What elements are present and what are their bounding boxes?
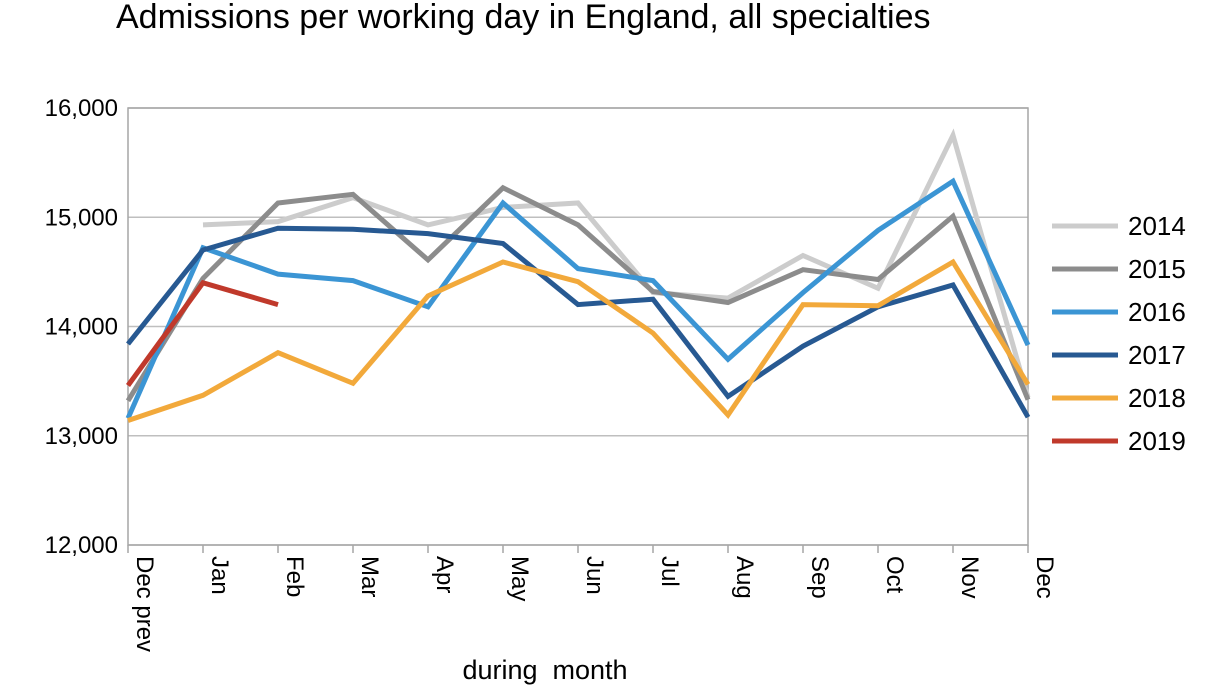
x-tick-label: Nov [956,556,983,599]
series-lines [125,128,1031,423]
series-line-2019 [125,279,279,387]
x-tick-label: May [506,556,533,601]
x-tick-label: Jul [656,556,683,587]
x-tick-label: Aug [731,556,758,599]
legend-label-2014: 2014 [1128,211,1186,241]
y-axis-tick-labels: 12,000 13,000 14,000 15,000 16,000 [45,95,118,559]
series-line-2014 [202,128,1031,399]
x-tick-label: Dec prev [131,556,158,652]
series-line-2016 [125,177,1031,420]
x-axis-tick-labels: Dec prev Jan Feb Mar Apr May Jun Jul Aug Sep Oct No… [127,545,1058,652]
chart-title: Admissions per working day in England, a… [116,0,931,36]
legend-label-2018: 2018 [1128,383,1186,413]
x-tick-label: Feb [281,556,308,597]
legend: 2014 2015 2016 2017 2018 2019 [1052,211,1186,456]
legend-label-2015: 2015 [1128,254,1186,284]
x-tick-label: Jun [581,556,608,595]
y-tick-label: 15,000 [45,204,118,231]
series-line-2015 [125,184,1031,403]
y-tick-label: 16,000 [45,95,118,122]
y-tick-label: 13,000 [45,423,118,450]
legend-label-2016: 2016 [1128,297,1186,327]
x-tick-label: Sep [806,556,833,599]
x-axis-title: during month [462,655,627,685]
x-tick-label: Jan [206,556,233,595]
gridlines [128,107,1028,546]
x-tick-label: Dec [1031,556,1058,599]
x-tick-label: Apr [431,556,458,593]
series-line-2018 [127,258,1031,423]
x-tick-label: Mar [356,556,383,597]
y-tick-label: 14,000 [45,314,118,341]
legend-label-2017: 2017 [1128,340,1186,370]
x-tick-label: Oct [881,556,908,594]
y-tick-label: 12,000 [45,532,118,559]
legend-label-2019: 2019 [1128,426,1186,456]
